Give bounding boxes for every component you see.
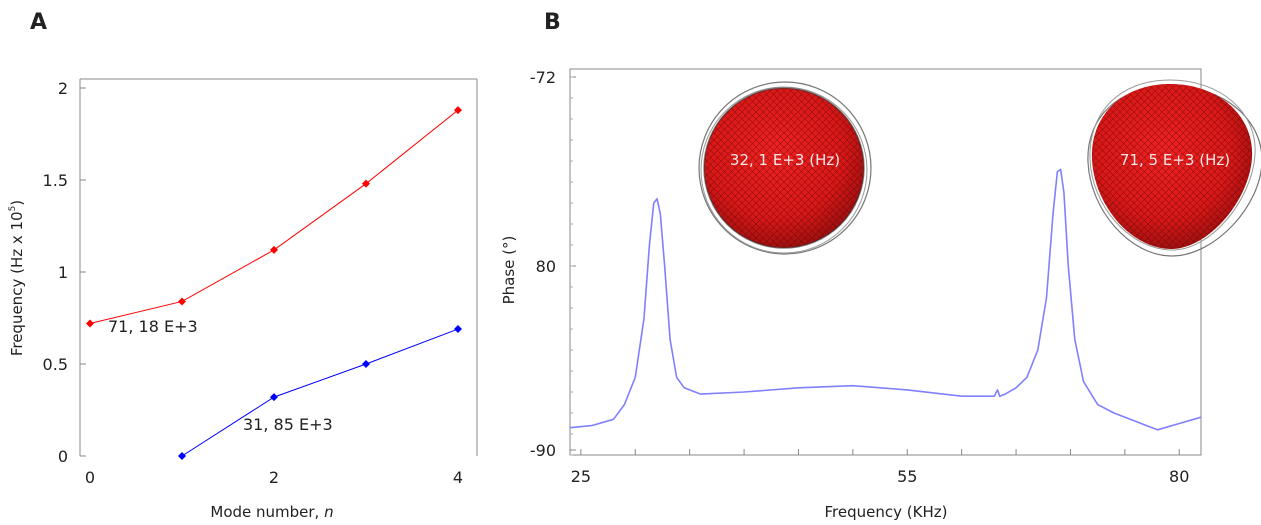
- chart-a-point: [86, 319, 94, 328]
- chart-a-point: [362, 179, 370, 188]
- chart-a-point: [270, 393, 278, 402]
- chart-a-point: [270, 245, 278, 254]
- chart-a-xtick-label: 0: [85, 468, 95, 487]
- mode-shape-label-2: 71, 5 E+3 (Hz): [1120, 151, 1230, 169]
- chart-a-xtick-label: 2: [269, 468, 279, 487]
- chart-a-series-line-2: [181, 328, 459, 457]
- chart-b-xtick-label: 25: [571, 467, 591, 486]
- chart-a-ytick-label: 0.5: [43, 355, 68, 374]
- panel-label-b: B: [544, 10, 561, 35]
- chart-b-xtick-label: 80: [1169, 467, 1189, 486]
- chart-b-series-line-1: [569, 168, 1202, 431]
- chart-a-ytick-label: 1: [58, 263, 68, 282]
- chart-a-ytick-label: 0: [58, 447, 68, 466]
- chart-a-xtick-label: 4: [453, 468, 463, 487]
- chart-b-ytick-label: -90: [530, 441, 556, 460]
- chart-a-series-line-1: [89, 109, 459, 325]
- chart-a-xlabel: Mode number, n: [210, 503, 333, 521]
- chart-a-point: [454, 106, 462, 115]
- chart-b-ytick-label: -72: [530, 68, 556, 87]
- chart-a-point: [362, 360, 370, 368]
- chart-a-ytick-label: 2: [58, 79, 68, 98]
- panel-label-a: A: [30, 10, 48, 35]
- chart-a-point: [178, 452, 186, 460]
- chart-a-ytick-label: 1.5: [43, 171, 68, 190]
- mode-shape-sphere-1: [698, 81, 872, 255]
- chart-a-ylabel: Frequency (Hz x 105): [8, 200, 26, 356]
- chart-b-ytick-label: 80: [536, 257, 556, 276]
- chart-b: -72 80 -90 25 55 80 32, 1 E+3 (Hz) 71, 5 E+3…: [500, 68, 1261, 521]
- mode-shape-sphere-2: [1087, 79, 1261, 257]
- chart-a-point: [454, 325, 462, 334]
- chart-a: 0 0.5 1 1.5 2 0 2 4 71, 18 E+3 31, 85 E+3 Mode…: [8, 78, 478, 521]
- chart-b-xtick-label: 55: [897, 467, 917, 486]
- chart-b-frame: [569, 68, 1202, 456]
- chart-a-point: [178, 297, 186, 306]
- chart-b-ylabel: Phase (°): [500, 236, 518, 305]
- chart-a-annotation-2: 31, 85 E+3: [243, 415, 333, 434]
- chart-b-xlabel: Frequency (KHz): [825, 503, 948, 521]
- chart-a-annotation-1: 71, 18 E+3: [108, 317, 198, 336]
- mode-shape-label-1: 32, 1 E+3 (Hz): [730, 151, 840, 169]
